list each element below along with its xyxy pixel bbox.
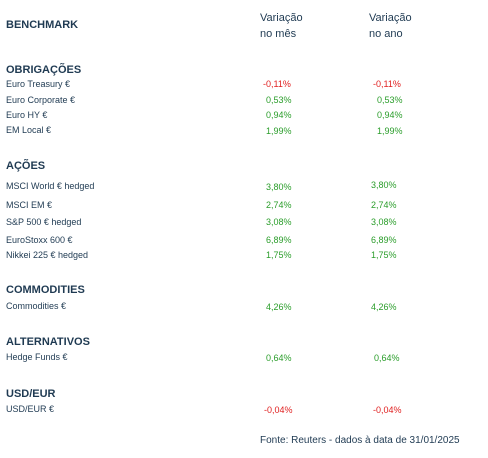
row-year-value: 4,26% bbox=[371, 302, 397, 312]
month-header: Variação no mês bbox=[260, 10, 303, 42]
row-year-value: -0,04% bbox=[373, 405, 402, 415]
row-month-value: 3,80% bbox=[266, 182, 292, 192]
row-label: MSCI EM € bbox=[6, 200, 53, 210]
row-year-value: 3,80% bbox=[371, 180, 397, 190]
month-header-line1: Variação bbox=[260, 12, 303, 24]
row-month-value: 0,53% bbox=[266, 95, 292, 105]
year-header-line2: no ano bbox=[369, 28, 403, 40]
row-year-value: 6,89% bbox=[371, 235, 397, 245]
row-year-value: 3,08% bbox=[371, 217, 397, 227]
row-label: EuroStoxx 600 € bbox=[6, 235, 73, 245]
section-title-acoes: AÇÕES bbox=[6, 160, 46, 172]
row-month-value: 2,74% bbox=[266, 200, 292, 210]
row-label: Hedge Funds € bbox=[6, 352, 68, 362]
row-month-value: 0,64% bbox=[266, 353, 292, 363]
row-label: Euro Treasury € bbox=[6, 79, 71, 89]
row-month-value: 0,94% bbox=[266, 110, 292, 120]
row-label: Nikkei 225 € hedged bbox=[6, 250, 89, 260]
section-title-usd-eur: USD/EUR bbox=[6, 388, 56, 400]
row-year-value: 0,53% bbox=[377, 95, 403, 105]
benchmark-title: BENCHMARK bbox=[6, 19, 79, 31]
section-title-obrigacoes: OBRIGAÇÕES bbox=[6, 64, 82, 76]
year-header-line1: Variação bbox=[369, 12, 412, 24]
row-month-value: 6,89% bbox=[266, 235, 292, 245]
row-month-value: 4,26% bbox=[266, 302, 292, 312]
row-label: S&P 500 € hedged bbox=[6, 217, 82, 227]
section-title-commodities: COMMODITIES bbox=[6, 284, 85, 296]
row-label: Euro Corporate € bbox=[6, 95, 76, 105]
year-header: Variação no ano bbox=[369, 10, 412, 42]
row-month-value: 1,75% bbox=[266, 250, 292, 260]
row-month-value: 1,99% bbox=[266, 126, 292, 136]
row-label: EM Local € bbox=[6, 125, 52, 135]
row-label: Commodities € bbox=[6, 301, 67, 311]
row-year-value: 1,75% bbox=[371, 250, 397, 260]
row-year-value: 0,94% bbox=[377, 110, 403, 120]
row-label: Euro HY € bbox=[6, 110, 48, 120]
row-year-value: 0,64% bbox=[374, 353, 400, 363]
row-year-value: -0,11% bbox=[373, 79, 401, 89]
row-month-value: -0,04% bbox=[264, 405, 293, 415]
row-label: USD/EUR € bbox=[6, 404, 55, 414]
row-month-value: 3,08% bbox=[266, 217, 292, 227]
row-label: MSCI World € hedged bbox=[6, 181, 95, 191]
row-year-value: 2,74% bbox=[371, 200, 397, 210]
row-month-value: -0,11% bbox=[263, 79, 291, 89]
section-title-alternativos: ALTERNATIVOS bbox=[6, 336, 90, 348]
row-year-value: 1,99% bbox=[377, 126, 403, 136]
source-note: Fonte: Reuters - dados à data de 31/01/2… bbox=[260, 435, 460, 446]
month-header-line2: no mês bbox=[260, 28, 297, 40]
